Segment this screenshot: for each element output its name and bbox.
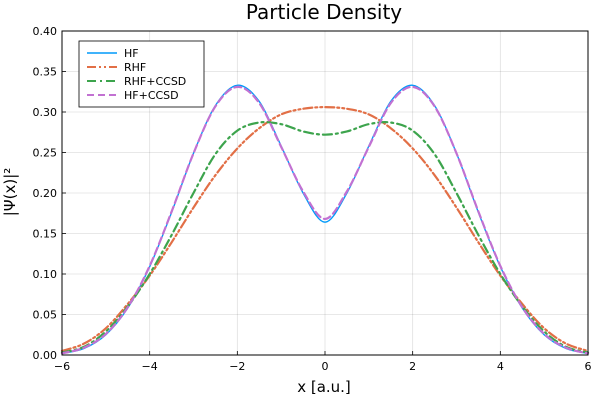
y-tick-label: 0.05 xyxy=(33,309,58,322)
y-tick-label: 0.30 xyxy=(33,106,58,119)
legend-label: RHF xyxy=(124,61,146,74)
legend-label: HF+CCSD xyxy=(124,89,179,102)
series-lines xyxy=(60,84,590,355)
legend-label: RHF+CCSD xyxy=(124,75,186,88)
series-line-hf-ccsd xyxy=(60,85,590,355)
y-tick-label: 0.00 xyxy=(33,349,58,362)
y-tick-label: 0.40 xyxy=(33,25,58,38)
y-tick-label: 0.25 xyxy=(33,147,58,160)
x-tick-label: −4 xyxy=(142,360,158,373)
series-line-rhf-ccsd xyxy=(60,121,590,354)
x-tick-label: 2 xyxy=(409,360,416,373)
y-tick-label: 0.20 xyxy=(33,187,58,200)
legend-label: HF xyxy=(124,47,139,60)
y-tick-label: 0.35 xyxy=(33,66,58,79)
x-axis-label: x [a.u.] xyxy=(297,378,351,396)
chart-title: Particle Density xyxy=(246,0,402,24)
x-tick-label: 6 xyxy=(585,360,592,373)
y-tick-label: 0.10 xyxy=(33,268,58,281)
x-tick-label: 4 xyxy=(497,360,504,373)
y-axis-label: |Ψ(x)|² xyxy=(1,168,19,217)
x-tick-label: −2 xyxy=(229,360,245,373)
x-tick-label: −6 xyxy=(54,360,70,373)
axis-ticks: −6 −4 −2 0 2 4 6 0.00 0.05 0.10 0.15 0.20 0.25 0.30 0.… xyxy=(33,25,592,373)
y-tick-label: 0.15 xyxy=(33,228,58,241)
x-tick-label: 0 xyxy=(322,360,329,373)
